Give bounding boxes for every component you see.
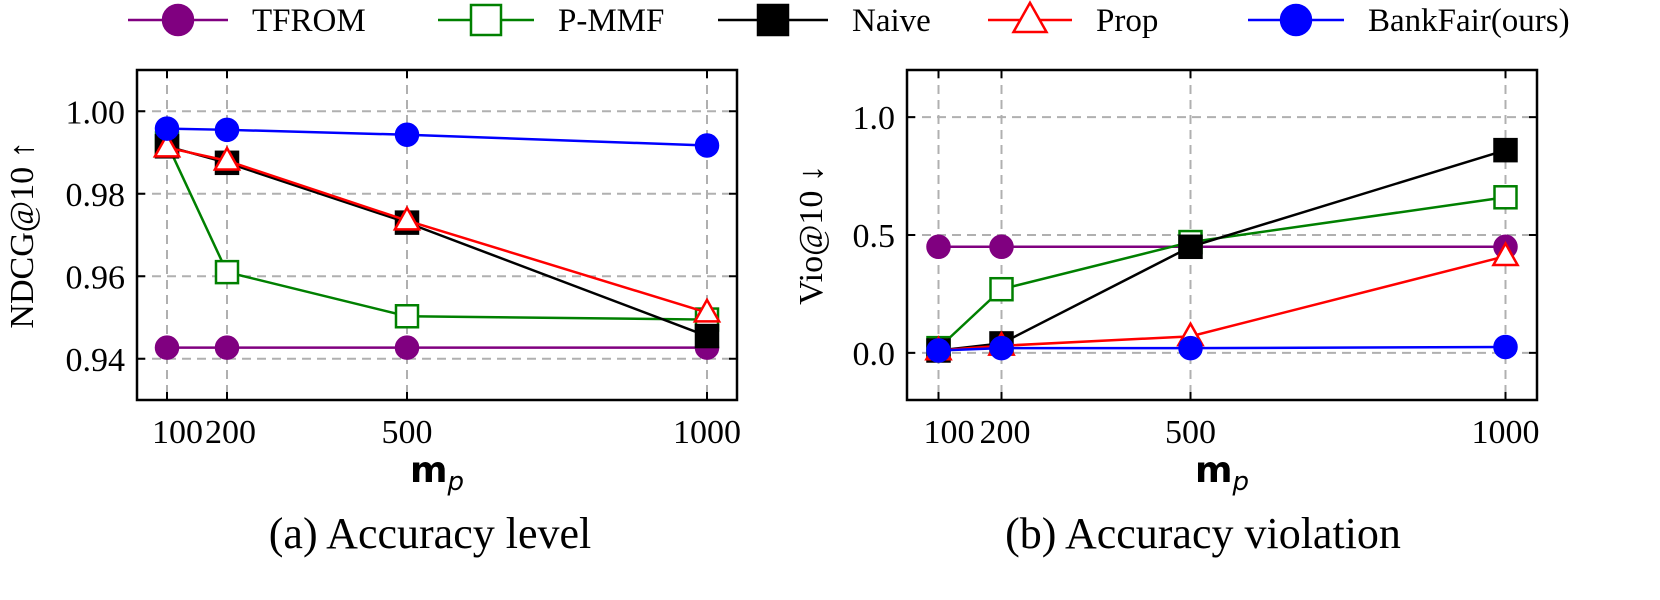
x-tick-label: 200: [205, 414, 256, 451]
data-point: [154, 335, 180, 360]
panel-caption: (a) Accuracy level: [269, 509, 591, 558]
data-point: [694, 323, 720, 349]
x-axis-label-sub: p: [447, 467, 465, 497]
ticks: 100 200 500 1000 0.94 0.96 0.98 1.00: [66, 70, 741, 451]
x-axis-label: mp: [410, 450, 464, 497]
series-tfrom: [926, 234, 1518, 260]
series-line: [937, 196, 1506, 350]
legend-item-tfrom: TFROM: [128, 3, 366, 39]
x-axis-label-main: m: [1195, 450, 1233, 491]
legend-marker: [161, 3, 195, 37]
x-axis-label-main: m: [410, 450, 448, 491]
data-point: [694, 133, 720, 158]
x-tick-label: 1000: [673, 414, 741, 451]
data-point: [1493, 137, 1518, 163]
series-line: [938, 148, 1506, 352]
data-point: [214, 117, 240, 143]
y-tick-label: 1.0: [853, 100, 896, 137]
legend-item-prop: Prop: [988, 0, 1158, 39]
x-tick-label: 200: [980, 414, 1031, 451]
series-prop: [152, 132, 722, 323]
x-tick-label: 500: [382, 414, 433, 451]
data-point: [1178, 234, 1203, 260]
legend-marker: [756, 3, 790, 37]
data-point: [989, 234, 1014, 260]
series-bankfair-ours: [926, 334, 1518, 363]
data-point: [926, 338, 951, 363]
legend-label: BankFair(ours): [1368, 3, 1570, 39]
data-point: [1491, 241, 1520, 267]
data-point: [154, 116, 180, 141]
chart-panel-accuracy-violation: 100 200 500 1000 0.0 0.5 1.0 Vio@10 ↓ mp (b) Accu…: [793, 68, 1540, 558]
x-axis-label-sub: p: [1232, 467, 1250, 497]
ticks: 100 200 500 1000 0.0 0.5 1.0: [853, 70, 1540, 451]
legend-item-bankfair-ours: BankFair(ours): [1248, 3, 1570, 39]
series-p-mmf: [154, 131, 720, 332]
series-line: [938, 345, 1506, 352]
data-point: [394, 335, 420, 360]
legend-marker: [1011, 0, 1049, 34]
panel-caption: (b) Accuracy violation: [1005, 509, 1401, 558]
data-point: [394, 304, 420, 329]
legend-item-naive: Naive: [718, 3, 931, 39]
x-tick-label: 100: [152, 414, 203, 451]
data-point: [394, 122, 420, 148]
legend-label: TFROM: [252, 3, 366, 39]
legend-label: P-MMF: [558, 3, 664, 39]
series-line: [938, 255, 1506, 352]
x-tick-label: 500: [1165, 414, 1216, 451]
y-tick-label: 0.0: [853, 336, 896, 373]
series-naive: [154, 134, 720, 349]
x-tick-label: 100: [924, 414, 975, 451]
legend-item-p-mmf: P-MMF: [438, 3, 664, 39]
legend: TFROM P-MMF Naive Prop BankFair(ours): [128, 0, 1570, 39]
data-point: [1178, 335, 1203, 361]
series-line: [166, 127, 708, 147]
series-line: [166, 145, 708, 338]
data-point: [989, 276, 1014, 302]
data-point: [926, 234, 951, 260]
y-tick-label: 0.5: [853, 218, 896, 255]
legend-label: Naive: [852, 3, 931, 39]
y-tick-label: 0.96: [66, 259, 126, 296]
y-tick-label: 0.94: [66, 342, 126, 379]
data-point: [214, 259, 240, 285]
data-point: [1493, 185, 1518, 210]
legend-marker: [469, 3, 503, 37]
y-axis-label: NDCG@10 ↑: [4, 141, 41, 328]
data-point: [989, 335, 1014, 361]
series-p-mmf: [926, 185, 1518, 361]
data-point: [214, 335, 240, 360]
axes-frame: [135, 68, 739, 402]
x-tick-label: 1000: [1472, 414, 1540, 451]
y-tick-label: 1.00: [66, 94, 126, 131]
data-point: [392, 205, 422, 231]
series-bankfair-ours: [154, 116, 720, 158]
data-point: [212, 145, 242, 171]
series-line: [165, 142, 708, 321]
legend-marker: [1279, 3, 1313, 37]
y-axis-label: Vio@10 ↓: [793, 165, 830, 305]
data-point: [692, 297, 722, 323]
data-point: [1493, 334, 1518, 360]
x-axis-label: mp: [1195, 450, 1249, 497]
series-line: [166, 146, 708, 314]
data-point: [152, 132, 182, 158]
series-prop: [924, 241, 1520, 361]
chart-panel-accuracy-level: 100 200 500 1000 0.94 0.96 0.98 1.00 NDCG@10 ↑ mp…: [4, 68, 741, 558]
y-tick-label: 0.98: [66, 177, 126, 214]
legend-label: Prop: [1096, 3, 1158, 39]
series-tfrom: [154, 335, 720, 360]
